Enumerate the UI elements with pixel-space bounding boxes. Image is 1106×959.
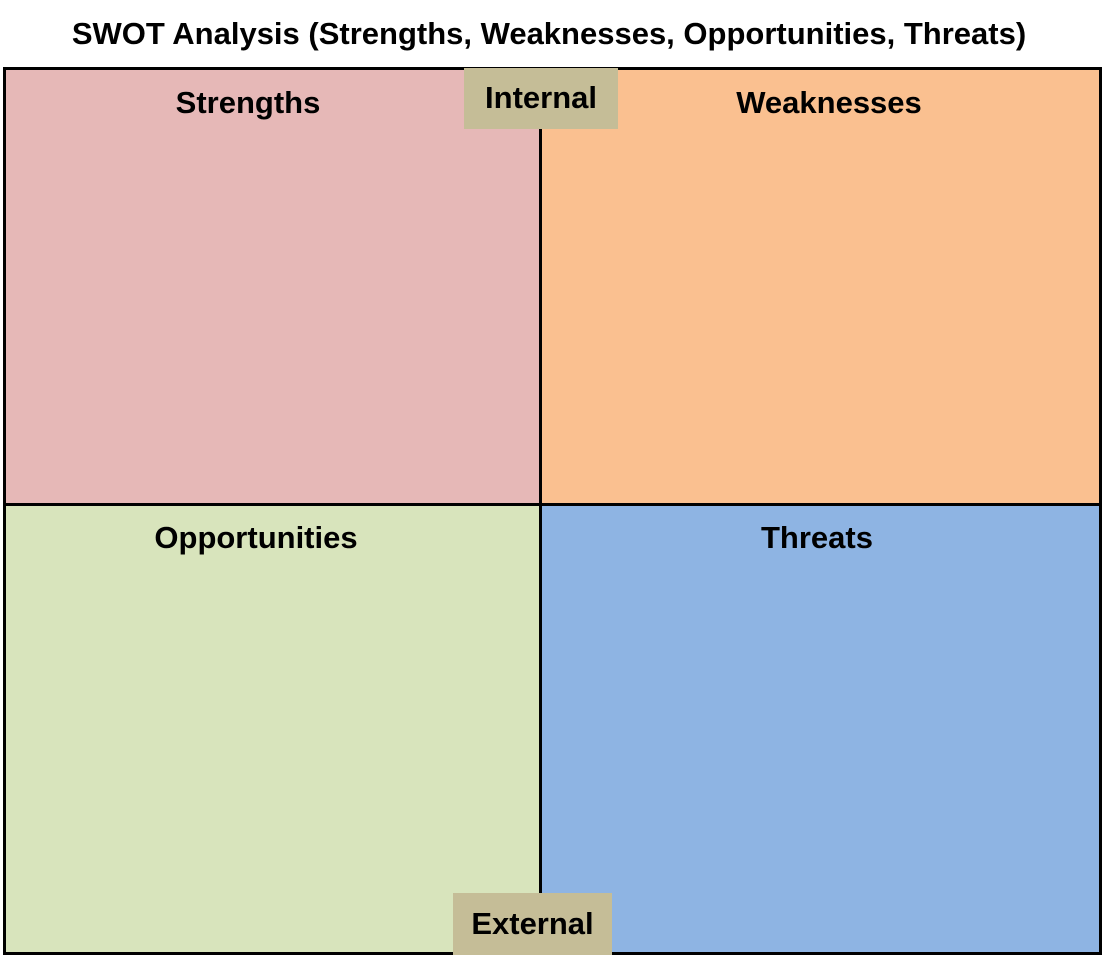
quadrant-threats: Threats (542, 506, 1099, 952)
swot-grid: Strengths Weaknesses Opportunities Threa… (3, 67, 1102, 955)
external-tag: External (453, 893, 612, 955)
quadrant-opportunities: Opportunities (6, 506, 542, 952)
quadrant-strengths-label: Strengths (175, 85, 321, 120)
quadrant-weaknesses: Weaknesses (542, 70, 1099, 506)
quadrant-strengths: Strengths (6, 70, 542, 506)
quadrant-threats-label: Threats (761, 520, 873, 555)
quadrant-weaknesses-label: Weaknesses (736, 85, 922, 120)
diagram-title: SWOT Analysis (Strengths, Weaknesses, Op… (71, 16, 1027, 51)
quadrant-opportunities-label: Opportunities (154, 520, 358, 555)
internal-tag: Internal (464, 68, 618, 129)
